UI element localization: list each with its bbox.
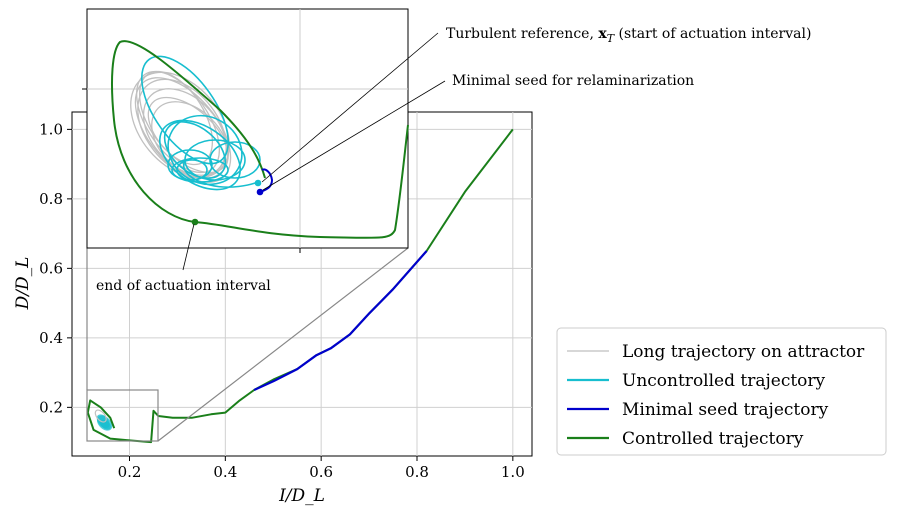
- x-tick-label: 0.8: [405, 463, 429, 481]
- main-series-group: [86, 128, 514, 444]
- legend-label: Uncontrolled trajectory: [622, 371, 826, 391]
- inset-controlled-path: [111, 40, 409, 239]
- annotation-minimal-seed: Minimal seed for relaminarization: [452, 73, 694, 89]
- uncontrolled-loop: [209, 141, 261, 179]
- uncontrolled-loop: [167, 114, 243, 186]
- inset-plot: [82, 8, 409, 253]
- legend-label: Minimal seed trajectory: [622, 400, 829, 420]
- y-axis-label: D/D_L: [13, 257, 33, 311]
- y-tick-label: 1.0: [39, 120, 63, 138]
- y-tick-label: 0.4: [39, 329, 63, 347]
- x-axis-label: I/D_L: [278, 486, 325, 506]
- uncontrolled-tail: [183, 159, 259, 188]
- minimal-seed-trajectory-line: [253, 250, 428, 392]
- uncontrolled-loop: [140, 55, 230, 165]
- annotation-leader-end: [182, 223, 195, 271]
- annotation-leader-seed: [262, 80, 446, 191]
- attractor-loop: [142, 88, 228, 176]
- x-tick-label: 0.4: [213, 463, 237, 481]
- annotation-leader-turbulent: [261, 32, 439, 183]
- turbulent-reference-point: [254, 179, 262, 187]
- y-tick-label: 0.8: [39, 190, 63, 208]
- x-tick-label: 0.6: [309, 463, 333, 481]
- y-tick-labels: 0.2 0.4 0.6 0.8 1.0: [39, 120, 63, 416]
- y-tick-label: 0.6: [39, 259, 63, 277]
- legend-label: Long trajectory on attractor: [622, 342, 865, 362]
- main-attractor-blob: [94, 409, 113, 431]
- x-tick-label: 1.0: [501, 463, 525, 481]
- inset-frame: [86, 8, 409, 249]
- legend-box: [556, 327, 887, 456]
- zoom-connector-right: [157, 247, 409, 442]
- uncontrolled-loop: [158, 119, 242, 191]
- legend-label: Controlled trajectory: [622, 429, 804, 449]
- annotation-end-actuation: end of actuation interval: [96, 278, 271, 294]
- attractor-blob-part: [94, 409, 107, 423]
- zoom-box: [86, 389, 159, 442]
- x-tick-labels: 0.2 0.4 0.6 0.8 1.0: [118, 463, 525, 481]
- annotation-turbulent-reference: Turbulent reference, xT (start of actuat…: [446, 26, 811, 45]
- x-tick-label: 0.2: [118, 463, 142, 481]
- inset-series-group: [111, 40, 409, 239]
- end-actuation-point: [191, 218, 199, 226]
- legend: Long trajectory on attractor Uncontrolled…: [556, 327, 887, 456]
- inset-uncontrolled-loops: [140, 55, 261, 191]
- y-tick-label: 0.2: [39, 398, 63, 416]
- inset-minimal-seed-path: [259, 168, 274, 193]
- uncontrolled-loop: [163, 121, 227, 179]
- legend-entries: Long trajectory on attractor Uncontrolled…: [567, 342, 865, 449]
- minimal-seed-point: [256, 188, 264, 196]
